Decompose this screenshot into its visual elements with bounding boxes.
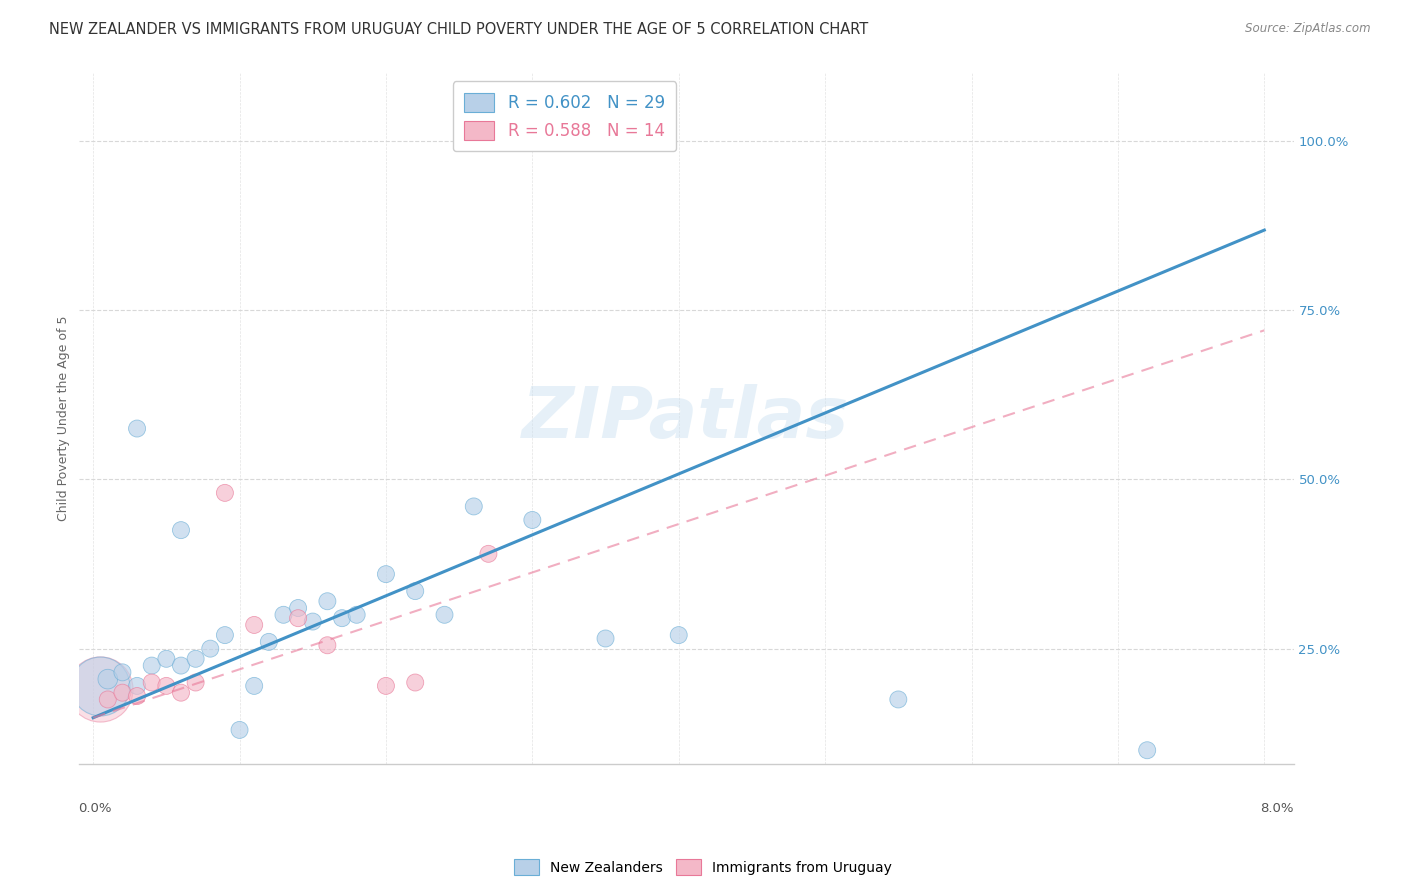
Point <box>89 682 111 697</box>
Point <box>125 689 148 703</box>
Point <box>214 628 236 642</box>
Point <box>463 500 485 514</box>
Point <box>522 513 544 527</box>
Point <box>257 635 280 649</box>
Point <box>374 567 396 582</box>
Point <box>404 675 426 690</box>
Point <box>200 641 222 656</box>
Legend: R = 0.602   N = 29, R = 0.588   N = 14: R = 0.602 N = 29, R = 0.588 N = 14 <box>453 81 676 152</box>
Point <box>374 679 396 693</box>
Point <box>330 611 353 625</box>
Point <box>477 547 499 561</box>
Point <box>97 672 120 686</box>
Y-axis label: Child Poverty Under the Age of 5: Child Poverty Under the Age of 5 <box>58 316 70 521</box>
Point <box>111 665 134 680</box>
Point <box>316 594 339 608</box>
Point <box>433 607 456 622</box>
Point <box>243 679 266 693</box>
Point <box>155 652 177 666</box>
Legend: New Zealanders, Immigrants from Uruguay: New Zealanders, Immigrants from Uruguay <box>508 854 898 880</box>
Point <box>404 584 426 599</box>
Text: ZIPatlas: ZIPatlas <box>523 384 849 453</box>
Point <box>184 675 207 690</box>
Point <box>316 638 339 652</box>
Point <box>287 611 309 625</box>
Point <box>243 618 266 632</box>
Text: 8.0%: 8.0% <box>1260 802 1294 814</box>
Point <box>141 675 163 690</box>
Point <box>111 686 134 700</box>
Point <box>155 679 177 693</box>
Point <box>125 679 148 693</box>
Point <box>228 723 250 737</box>
Point <box>170 686 193 700</box>
Point <box>273 607 295 622</box>
Point <box>214 486 236 500</box>
Point <box>125 421 148 435</box>
Point <box>668 628 690 642</box>
Point <box>89 679 111 693</box>
Point <box>595 632 617 646</box>
Point <box>184 652 207 666</box>
Text: 0.0%: 0.0% <box>79 802 112 814</box>
Point <box>170 523 193 537</box>
Point <box>141 658 163 673</box>
Text: Source: ZipAtlas.com: Source: ZipAtlas.com <box>1246 22 1371 36</box>
Point <box>887 692 910 706</box>
Point <box>287 601 309 615</box>
Text: NEW ZEALANDER VS IMMIGRANTS FROM URUGUAY CHILD POVERTY UNDER THE AGE OF 5 CORREL: NEW ZEALANDER VS IMMIGRANTS FROM URUGUAY… <box>49 22 869 37</box>
Point <box>301 615 323 629</box>
Point <box>1136 743 1159 757</box>
Point <box>97 692 120 706</box>
Point <box>170 658 193 673</box>
Point <box>346 607 368 622</box>
